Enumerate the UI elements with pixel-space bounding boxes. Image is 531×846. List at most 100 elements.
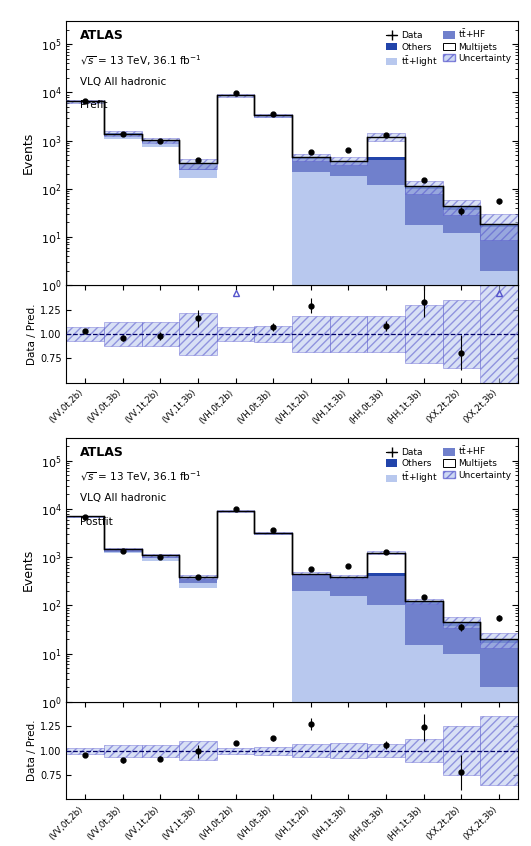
- Bar: [292, 154, 330, 162]
- Bar: [405, 645, 442, 702]
- Bar: [480, 285, 518, 382]
- Bar: [254, 532, 292, 534]
- Bar: [217, 510, 254, 512]
- Bar: [442, 210, 480, 233]
- Bar: [217, 327, 254, 341]
- Bar: [405, 604, 442, 645]
- Bar: [442, 654, 480, 702]
- Bar: [330, 161, 367, 162]
- Bar: [367, 160, 405, 185]
- Bar: [367, 606, 405, 702]
- Bar: [442, 618, 480, 628]
- Bar: [142, 143, 179, 146]
- Bar: [405, 225, 442, 285]
- Bar: [142, 556, 179, 558]
- Bar: [66, 327, 104, 341]
- Bar: [330, 596, 367, 702]
- Bar: [254, 113, 292, 117]
- Bar: [254, 533, 292, 535]
- Bar: [292, 575, 330, 591]
- Bar: [405, 190, 442, 225]
- Bar: [292, 574, 330, 575]
- Text: $\sqrt{s}$ = 13 TeV, 36.1 fb$^{-1}$: $\sqrt{s}$ = 13 TeV, 36.1 fb$^{-1}$: [80, 52, 202, 68]
- Bar: [179, 164, 217, 170]
- Text: $\sqrt{s}$ = 13 TeV, 36.1 fb$^{-1}$: $\sqrt{s}$ = 13 TeV, 36.1 fb$^{-1}$: [80, 470, 202, 484]
- Bar: [405, 305, 442, 363]
- Text: VLQ All hadronic: VLQ All hadronic: [80, 77, 166, 86]
- Bar: [292, 591, 330, 702]
- Bar: [330, 177, 367, 285]
- Bar: [405, 599, 442, 604]
- Bar: [104, 552, 142, 553]
- Bar: [292, 159, 330, 173]
- Bar: [104, 549, 142, 552]
- Bar: [480, 633, 518, 648]
- Bar: [142, 322, 179, 346]
- Bar: [217, 94, 254, 96]
- Bar: [179, 163, 217, 164]
- Bar: [367, 316, 405, 352]
- Bar: [142, 744, 179, 756]
- Bar: [367, 134, 405, 141]
- Bar: [104, 547, 142, 550]
- Bar: [480, 642, 518, 687]
- Bar: [179, 584, 217, 588]
- Bar: [367, 185, 405, 285]
- Bar: [142, 554, 179, 557]
- Bar: [480, 639, 518, 642]
- Legend: Data, Others, t$\bar{\mathrm{t}}$+light, t$\bar{\mathrm{t}}$+HF, Multijets, Unce: Data, Others, t$\bar{\mathrm{t}}$+light,…: [384, 442, 513, 487]
- Bar: [330, 157, 367, 165]
- Bar: [292, 173, 330, 285]
- Text: ATLAS: ATLAS: [80, 29, 124, 42]
- Bar: [480, 271, 518, 285]
- Bar: [142, 558, 179, 562]
- Bar: [480, 227, 518, 271]
- Bar: [405, 739, 442, 762]
- Bar: [254, 115, 292, 117]
- Bar: [292, 744, 330, 757]
- Bar: [179, 741, 217, 761]
- Bar: [480, 717, 518, 785]
- Text: Postfit: Postfit: [80, 517, 113, 527]
- Bar: [142, 140, 179, 143]
- Bar: [367, 552, 405, 554]
- Bar: [254, 117, 292, 118]
- Bar: [442, 622, 480, 626]
- Bar: [179, 578, 217, 584]
- Bar: [367, 744, 405, 757]
- Bar: [330, 575, 367, 579]
- Text: (a): (a): [282, 443, 302, 458]
- Bar: [104, 131, 142, 136]
- Y-axis label: Events: Events: [22, 132, 35, 174]
- Bar: [292, 316, 330, 352]
- Bar: [104, 136, 142, 139]
- Bar: [367, 576, 405, 606]
- Bar: [480, 214, 518, 240]
- Bar: [442, 299, 480, 368]
- Bar: [254, 747, 292, 755]
- Bar: [179, 170, 217, 178]
- Bar: [330, 162, 367, 177]
- Bar: [442, 726, 480, 775]
- Bar: [480, 223, 518, 227]
- Bar: [254, 327, 292, 342]
- Bar: [142, 138, 179, 143]
- Bar: [66, 100, 104, 103]
- Bar: [405, 181, 442, 194]
- Bar: [217, 748, 254, 754]
- Y-axis label: Data / Pred.: Data / Pred.: [27, 303, 37, 365]
- Bar: [442, 206, 480, 210]
- Bar: [104, 134, 142, 136]
- Y-axis label: Events: Events: [22, 549, 35, 591]
- Bar: [330, 743, 367, 759]
- Bar: [405, 602, 442, 604]
- Bar: [442, 201, 480, 216]
- Bar: [442, 233, 480, 285]
- Bar: [66, 748, 104, 754]
- Y-axis label: Data / Pred.: Data / Pred.: [27, 720, 37, 782]
- Legend: Data, Others, t$\bar{\mathrm{t}}$+light, t$\bar{\mathrm{t}}$+HF, Multijets, Unce: Data, Others, t$\bar{\mathrm{t}}$+light,…: [384, 25, 513, 70]
- Bar: [104, 322, 142, 346]
- Bar: [330, 316, 367, 352]
- Bar: [179, 312, 217, 355]
- Text: Prefit: Prefit: [80, 101, 107, 110]
